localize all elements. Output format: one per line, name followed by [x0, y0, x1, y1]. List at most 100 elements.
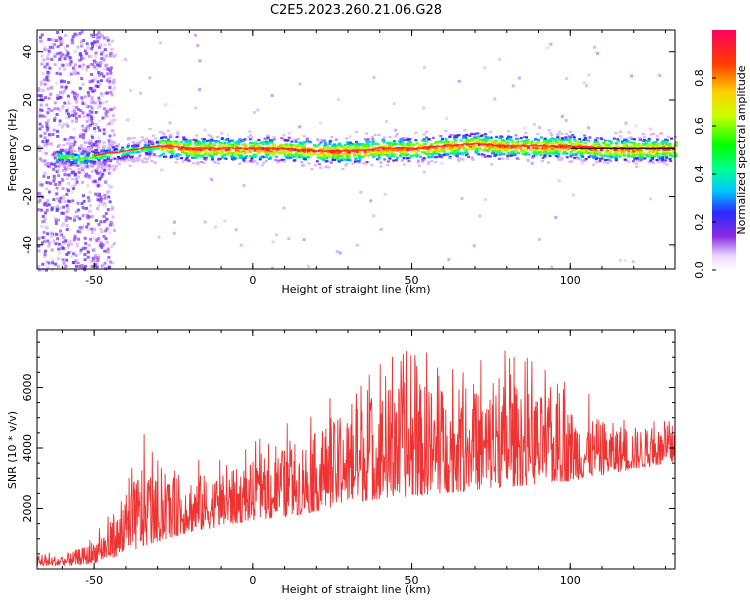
heatmap-cell: [284, 145, 288, 148]
heatmap-cell: [602, 154, 606, 157]
heatmap-cell: [177, 143, 181, 146]
heatmap-cell: [662, 151, 666, 154]
heatmap-cell: [501, 157, 505, 160]
heatmap-cell: [502, 145, 506, 148]
heatmap-cell: [607, 145, 611, 148]
heatmap-cell: [358, 156, 362, 160]
y-tick-label: 4000: [21, 434, 34, 462]
heatmap-cell: [455, 134, 459, 137]
heatmap-cell: [316, 138, 320, 142]
heatmap-cell: [85, 151, 89, 155]
heatmap-cell: [105, 217, 109, 221]
heatmap-cell: [181, 160, 185, 163]
heatmap-cell: [94, 77, 98, 81]
heatmap-cell: [92, 248, 96, 252]
heatmap-cell: [406, 157, 410, 160]
heatmap-cell: [187, 154, 191, 157]
heatmap-cell: [237, 139, 241, 142]
heatmap-cell: [275, 233, 278, 237]
heatmap-cell: [372, 214, 376, 218]
heatmap-cell: [62, 261, 66, 265]
heatmap-cell: [259, 150, 263, 153]
heatmap-cell: [492, 140, 496, 143]
heatmap-cell: [73, 215, 77, 219]
heatmap-cell: [71, 90, 75, 94]
heatmap-cell: [64, 85, 68, 89]
heatmap-cell: [564, 118, 568, 122]
heatmap-cell: [90, 231, 94, 234]
heatmap-cell: [381, 148, 385, 151]
heatmap-cell: [112, 168, 116, 172]
heatmap-cell: [345, 141, 349, 144]
heatmap-cell: [494, 152, 498, 155]
heatmap-cell: [498, 157, 501, 160]
heatmap-cell: [260, 164, 264, 167]
heatmap-cell: [454, 139, 458, 142]
heatmap-cell: [568, 130, 572, 133]
heatmap-cell: [169, 135, 173, 138]
heatmap-cell: [197, 151, 201, 155]
x-tick-label: 100: [560, 274, 581, 287]
heatmap-cell: [387, 160, 390, 163]
heatmap-cell: [530, 156, 534, 159]
heatmap-cell: [94, 144, 98, 148]
heatmap-cell: [370, 163, 374, 166]
heatmap-cell: [65, 252, 69, 256]
heatmap-cell: [167, 146, 171, 149]
heatmap-cell: [583, 137, 587, 140]
heatmap-cell: [365, 161, 369, 164]
spectrogram-frame: [36, 29, 676, 270]
heatmap-cell: [662, 145, 666, 148]
heatmap-cell: [71, 70, 75, 74]
heatmap-cell: [138, 154, 142, 157]
heatmap-cell: [109, 260, 112, 264]
heatmap-cell: [202, 140, 206, 143]
heatmap-cell: [242, 160, 246, 163]
heatmap-cell: [534, 142, 538, 145]
heatmap-cell: [102, 74, 106, 78]
heatmap-cell: [572, 193, 575, 197]
heatmap-cell: [417, 145, 421, 148]
heatmap-cell: [115, 158, 119, 161]
heatmap-cell: [382, 149, 386, 153]
heatmap-cell: [455, 153, 459, 156]
heatmap-cell: [108, 231, 112, 235]
heatmap-cell: [67, 173, 71, 177]
heatmap-cell: [57, 174, 61, 178]
heatmap-cell: [53, 101, 57, 105]
heatmap-cell: [40, 54, 44, 58]
heatmap-cell: [364, 132, 368, 135]
heatmap-cell: [176, 133, 180, 136]
heatmap-cell: [620, 140, 624, 143]
heatmap-cell: [111, 215, 115, 219]
heatmap-cell: [199, 154, 203, 157]
heatmap-cell: [63, 154, 67, 157]
heatmap-cell: [108, 223, 112, 227]
heatmap-cell: [84, 242, 88, 245]
heatmap-cell: [127, 136, 130, 140]
heatmap-cell: [235, 146, 238, 149]
heatmap-cell: [496, 147, 500, 150]
heatmap-cell: [594, 153, 598, 156]
heatmap-cell: [386, 151, 390, 155]
heatmap-cell: [609, 140, 613, 143]
heatmap-cell: [91, 44, 95, 48]
heatmap-cell: [560, 157, 564, 161]
heatmap-cell: [573, 148, 577, 152]
heatmap-cell: [64, 264, 68, 268]
heatmap-cell: [669, 155, 673, 158]
heatmap-cell: [88, 80, 92, 84]
heatmap-cell: [567, 140, 571, 144]
heatmap-cell: [334, 150, 338, 153]
heatmap-cell: [399, 137, 403, 141]
heatmap-cell: [609, 146, 613, 149]
heatmap-cell: [88, 190, 92, 194]
heatmap-cell: [96, 85, 100, 89]
heatmap-cell: [54, 206, 58, 209]
heatmap-cell: [94, 122, 98, 126]
heatmap-cell: [425, 140, 429, 143]
heatmap-cell: [630, 137, 634, 140]
heatmap-cell: [231, 144, 235, 147]
heatmap-cell: [191, 153, 194, 156]
heatmap-cell: [334, 152, 338, 155]
